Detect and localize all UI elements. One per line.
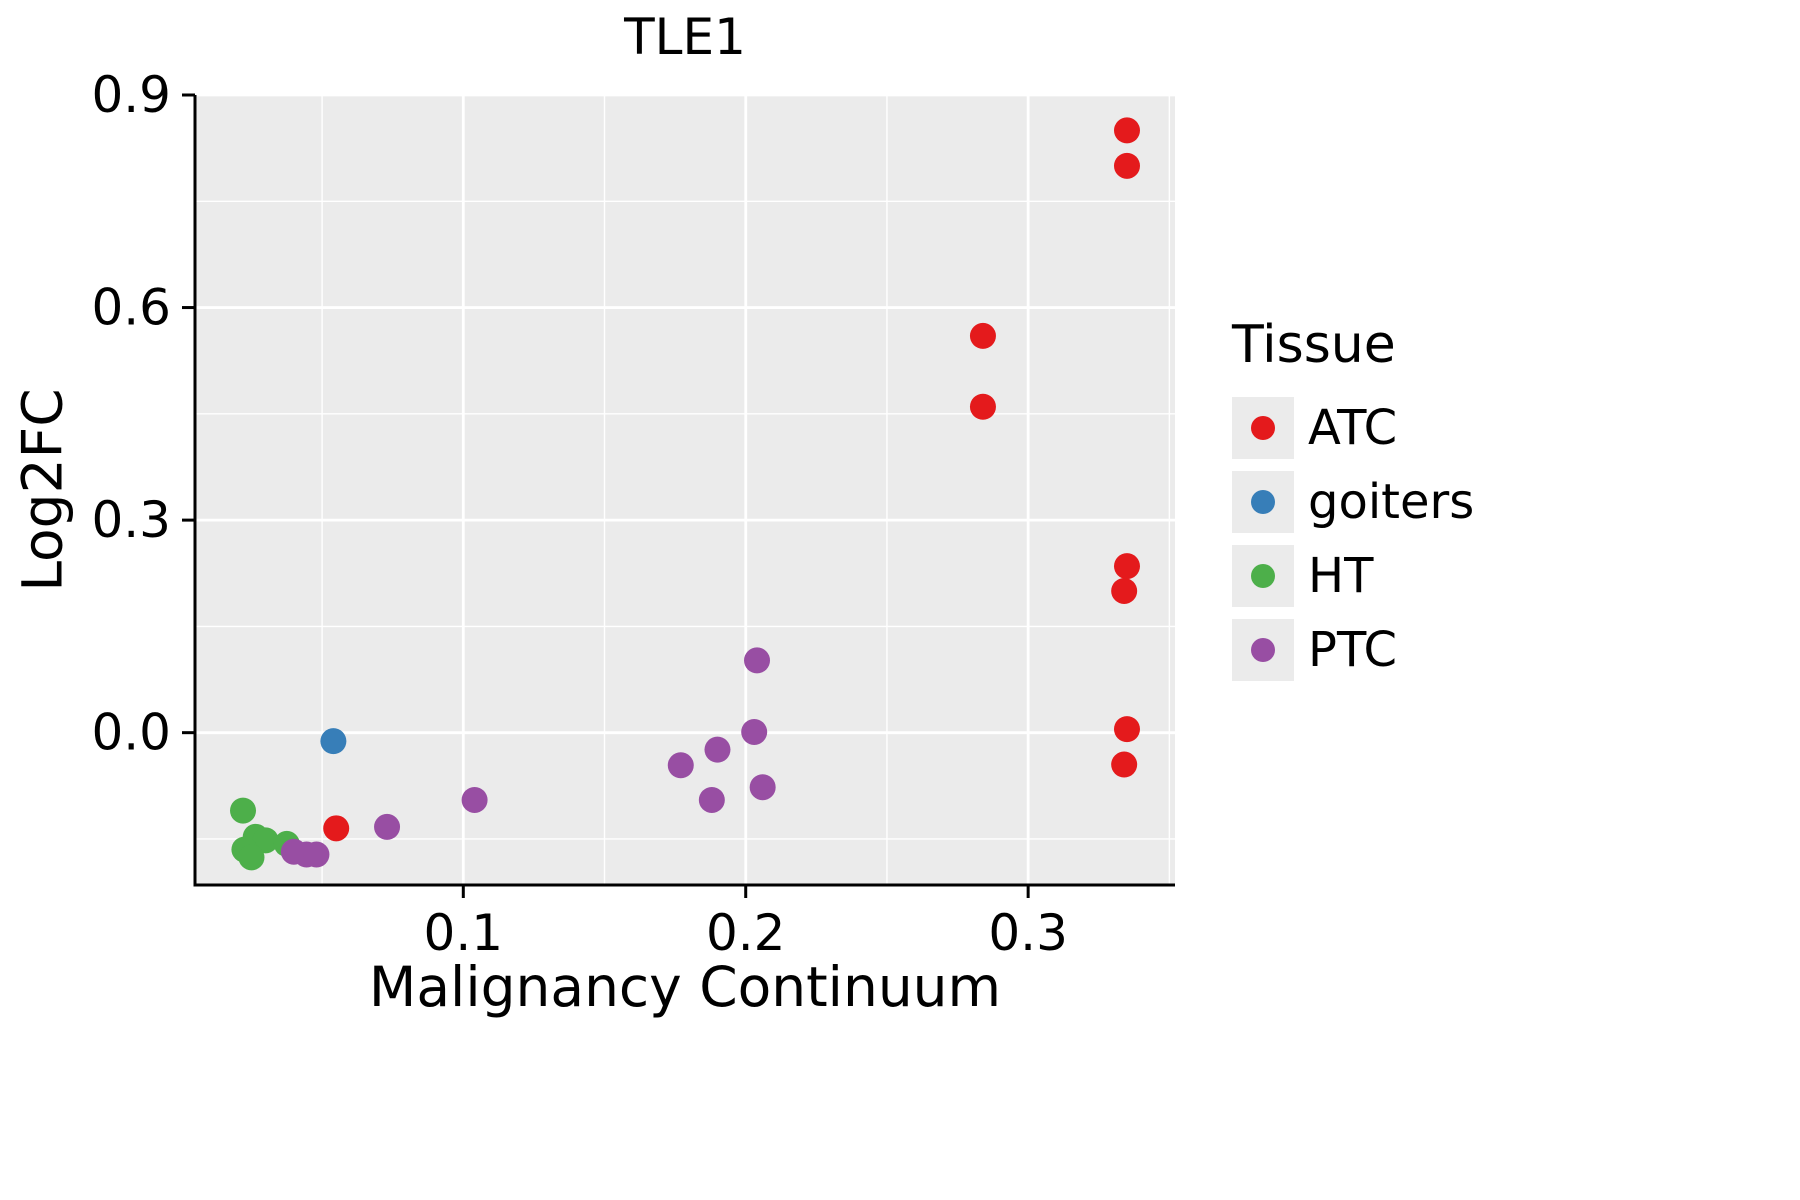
data-point-ATC: [969, 393, 996, 420]
legend-title: Tissue: [1232, 315, 1396, 375]
legend-items: ATC goiters HT PTC: [1232, 397, 1474, 681]
legend-key-ATC: [1232, 397, 1294, 459]
legend-label: HT: [1308, 548, 1374, 604]
legend-label: ATC: [1308, 400, 1398, 456]
x-tick-label: 0.2: [706, 904, 786, 962]
data-point-ATC: [1113, 152, 1140, 179]
data-point-PTC: [303, 841, 330, 868]
legend-item-HT: HT: [1232, 545, 1474, 607]
data-point-PTC: [461, 786, 488, 813]
data-point-ATC: [1113, 716, 1140, 743]
data-point-PTC: [744, 647, 771, 674]
data-point-HT: [238, 844, 265, 871]
y-tick-label: 0.0: [91, 704, 171, 762]
y-tick-label: 0.3: [91, 491, 171, 549]
y-tick-label: 0.6: [91, 279, 171, 337]
data-point-ATC: [1113, 553, 1140, 580]
legend-label: goiters: [1308, 474, 1475, 530]
legend: Tissue ATC goiters HT PTC: [1232, 315, 1474, 693]
legend-dot-icon: [1251, 416, 1275, 440]
legend-item-PTC: PTC: [1232, 619, 1474, 681]
legend-dot-icon: [1251, 490, 1275, 514]
legend-key-goiters: [1232, 471, 1294, 533]
data-point-goiters: [320, 728, 347, 755]
legend-key-PTC: [1232, 619, 1294, 681]
data-point-PTC: [749, 774, 776, 801]
plot-title: TLE1: [624, 8, 746, 66]
data-point-PTC: [698, 786, 725, 813]
x-tick-label: 0.3: [988, 904, 1068, 962]
data-point-ATC: [1111, 577, 1138, 604]
data-point-ATC: [1113, 117, 1140, 144]
legend-dot-icon: [1251, 638, 1275, 662]
legend-item-ATC: ATC: [1232, 397, 1474, 459]
data-point-PTC: [741, 718, 768, 745]
data-point-PTC: [667, 752, 694, 779]
legend-label: PTC: [1308, 622, 1397, 678]
data-point-PTC: [374, 813, 401, 840]
data-point-PTC: [704, 736, 731, 763]
data-point-ATC: [969, 322, 996, 349]
data-point-HT: [230, 797, 257, 824]
legend-dot-icon: [1251, 564, 1275, 588]
y-tick-label: 0.9: [91, 66, 171, 124]
data-point-ATC: [1111, 751, 1138, 778]
data-point-ATC: [323, 815, 350, 842]
x-tick-label: 0.1: [424, 904, 504, 962]
legend-item-goiters: goiters: [1232, 471, 1474, 533]
x-axis-title: Malignancy Continuum: [368, 955, 1002, 1019]
legend-key-HT: [1232, 545, 1294, 607]
